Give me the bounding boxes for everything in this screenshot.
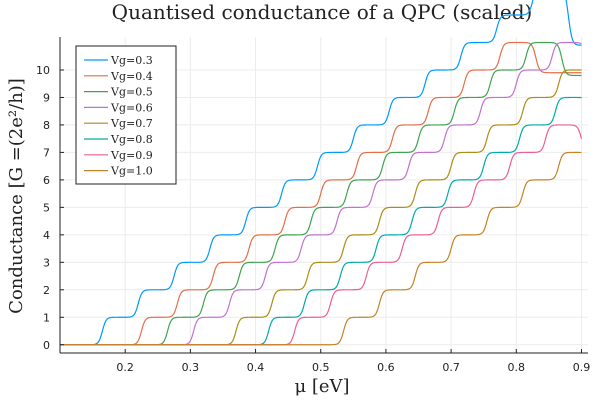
legend-label: Vg=0.6	[110, 101, 153, 114]
y-tick-label: 5	[43, 201, 50, 214]
series-line-8	[60, 151, 582, 346]
chart-title: Quantised conductance of a QPC (scaled)	[112, 0, 533, 24]
x-tick-label: 0.2	[116, 361, 134, 374]
x-tick-label: 0.9	[573, 361, 591, 374]
legend-label: Vg=1.0	[110, 165, 153, 178]
x-tick-label: 0.3	[182, 361, 200, 374]
legend: Vg=0.3 Vg=0.4 Vg=0.5 Vg=0.6 Vg=0.7 Vg=0.8 Vg=0…	[75, 45, 177, 185]
y-tick-label: 0	[43, 339, 50, 352]
legend-label: Vg=0.5	[110, 86, 153, 99]
ticks: 0.2 0.3 0.4 0.5 0.6 0.7 0.8 0.9 0 1 2 3 4 5 6 7 8 9 10	[36, 64, 590, 374]
x-tick-label: 0.7	[442, 361, 460, 374]
y-tick-label: 9	[43, 91, 50, 104]
axes	[59, 37, 588, 354]
x-tick-label: 0.4	[247, 361, 265, 374]
y-axis-label: Conductance [G =(2e²/h)]	[6, 78, 27, 314]
x-tick-label: 0.5	[312, 361, 330, 374]
x-axis-label: μ [eV]	[294, 376, 349, 397]
legend-label: Vg=0.7	[110, 117, 153, 130]
legend-items: Vg=0.3 Vg=0.4 Vg=0.5 Vg=0.6 Vg=0.7 Vg=0.8 Vg=0…	[84, 54, 153, 178]
y-tick-label: 3	[43, 256, 50, 269]
legend-label: Vg=0.8	[110, 133, 153, 146]
y-tick-label: 1	[43, 311, 50, 324]
series-line-1	[60, 0, 582, 346]
series-line-2	[60, 41, 582, 346]
y-tick-label: 7	[43, 146, 50, 159]
y-tick-label: 2	[43, 284, 50, 297]
y-tick-label: 6	[43, 174, 50, 187]
x-tick-label: 0.8	[508, 361, 526, 374]
x-tick-label: 0.6	[377, 361, 395, 374]
y-tick-label: 8	[43, 119, 50, 132]
legend-label: Vg=0.3	[110, 54, 153, 67]
series-layer	[60, 0, 583, 346]
legend-box	[75, 45, 177, 185]
legend-label: Vg=0.9	[110, 149, 153, 162]
legend-label: Vg=0.4	[110, 70, 153, 83]
y-tick-label: 10	[36, 64, 50, 77]
y-tick-label: 4	[43, 229, 50, 242]
